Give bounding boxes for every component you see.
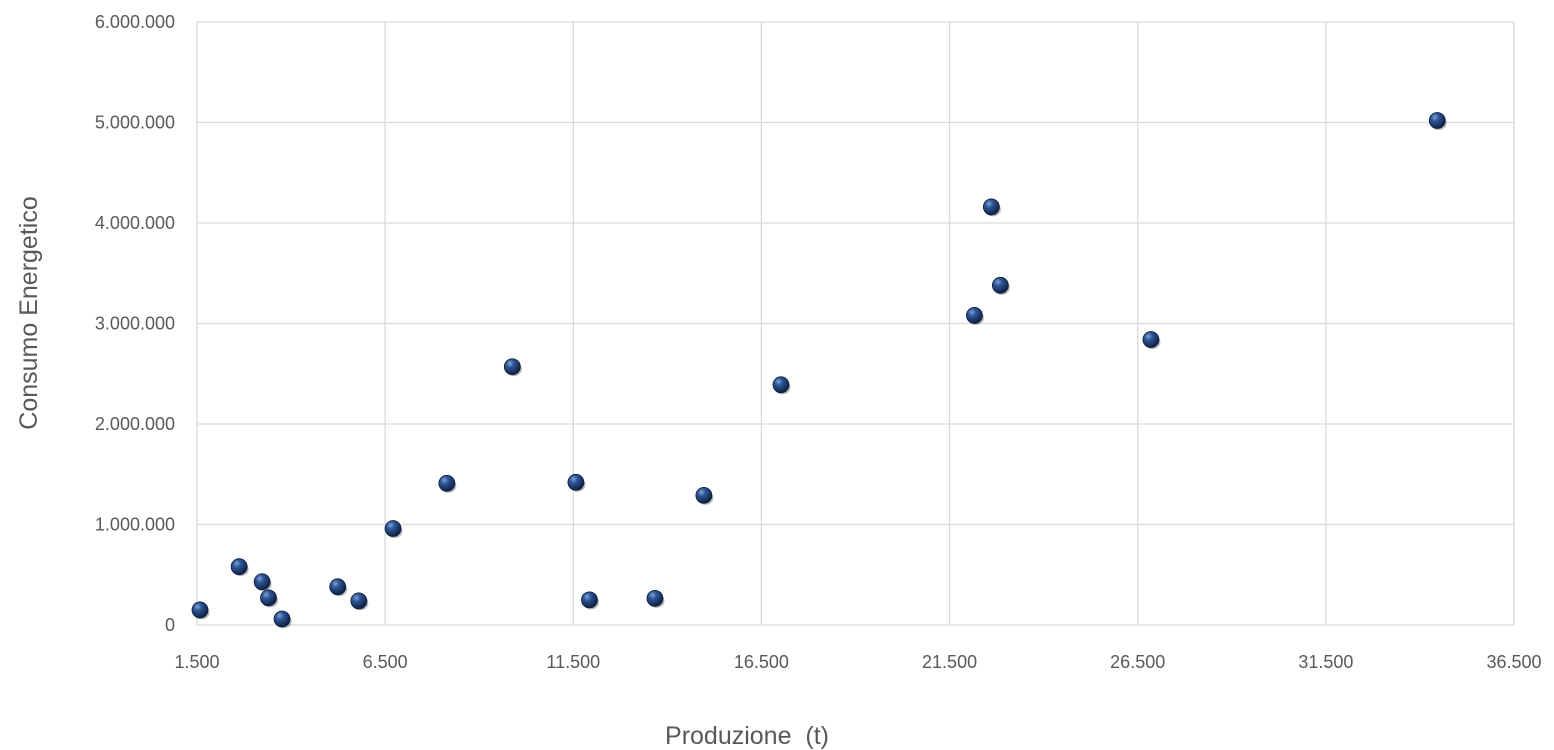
y-tick-label: 1.000.000 (95, 515, 175, 535)
y-tick-label: 6.000.000 (95, 12, 175, 32)
data-point (191, 601, 209, 619)
data-point (982, 198, 1000, 216)
x-tick-label: 36.500 (1486, 652, 1541, 672)
x-tick-label: 26.500 (1110, 652, 1165, 672)
x-axis-ticks: 1.500 6.500 11.500 16.500 21.500 26.500 31.500… (174, 652, 1541, 672)
data-point (253, 573, 271, 591)
y-axis-ticks: 0 1.000.000 2.000.000 3.000.000 4.000.000 5.0… (95, 12, 175, 635)
x-tick-label: 6.500 (363, 652, 408, 672)
y-tick-label: 3.000.000 (95, 314, 175, 334)
x-axis-title: Produzione (t) (665, 722, 829, 750)
data-point (1428, 112, 1446, 129)
data-point (646, 589, 664, 607)
data-point (230, 558, 248, 576)
grid (196, 21, 1515, 626)
data-point (991, 276, 1009, 294)
y-axis-title: Consumo Energetico (15, 196, 43, 429)
data-point (260, 589, 277, 607)
data-point (503, 358, 521, 376)
data-point (772, 376, 790, 394)
y-tick-label: 2.000.000 (95, 414, 175, 434)
x-tick-label: 1.500 (174, 652, 219, 672)
data-points (191, 112, 1447, 629)
data-point (1142, 331, 1160, 348)
x-tick-label: 21.500 (922, 652, 977, 672)
x-tick-label: 11.500 (546, 652, 600, 672)
data-point (581, 591, 598, 609)
y-tick-label: 4.000.000 (95, 213, 175, 233)
y-tick-label: 5.000.000 (95, 113, 175, 133)
data-point (567, 473, 585, 491)
data-point (329, 578, 347, 596)
data-point (384, 520, 402, 537)
data-point (695, 486, 713, 504)
x-tick-label: 16.500 (734, 652, 789, 672)
x-tick-label: 31.500 (1298, 652, 1353, 672)
data-point (438, 474, 456, 492)
data-point (273, 610, 291, 628)
y-tick-label: 0 (165, 615, 175, 635)
data-point (966, 307, 983, 324)
data-point (350, 592, 368, 610)
